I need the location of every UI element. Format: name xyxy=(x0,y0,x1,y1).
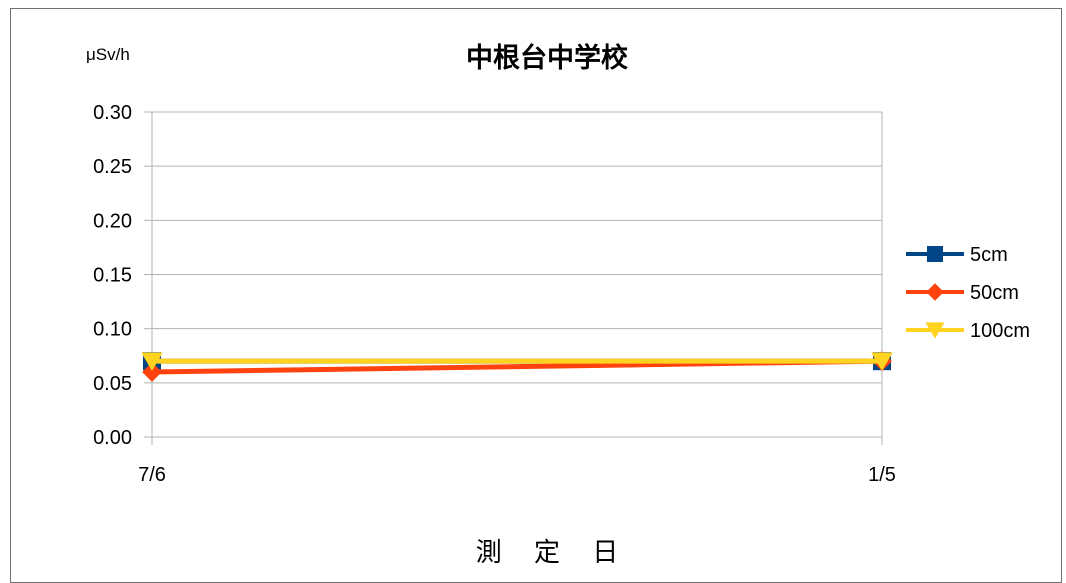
y-unit-label: μSv/h xyxy=(86,45,130,64)
legend-label: 50cm xyxy=(970,282,1019,304)
legend-marker-100cm xyxy=(925,322,945,339)
legend-marker-50cm xyxy=(926,283,944,301)
series-group xyxy=(141,351,893,382)
y-tick-label: 0.00 xyxy=(93,427,132,449)
chart-title: 中根台中学校 xyxy=(466,42,628,74)
y-tick-label: 0.20 xyxy=(93,210,132,232)
axes xyxy=(144,111,883,445)
data-point-100cm xyxy=(141,352,163,371)
gridlines xyxy=(152,111,883,438)
y-tick-label: 0.25 xyxy=(93,156,132,178)
y-tick-label: 0.10 xyxy=(93,319,132,341)
data-point-100cm xyxy=(871,352,893,371)
data-point-50cm xyxy=(142,362,162,382)
y-tick-label: 0.05 xyxy=(93,373,132,395)
tick-labels: 0.00 0.05 0.10 0.15 0.20 0.25 0.30 7/6 1/5 xyxy=(93,102,896,486)
legend: 5cm 50cm 100cm xyxy=(906,244,1030,342)
legend-marker-5cm xyxy=(927,246,943,262)
x-tick-label: 1/5 xyxy=(868,464,896,486)
x-tick-label: 7/6 xyxy=(138,464,166,486)
y-tick-label: 0.30 xyxy=(93,102,132,124)
legend-label: 100cm xyxy=(970,320,1030,342)
x-axis-title: 測 定 日 xyxy=(476,538,631,568)
legend-label: 5cm xyxy=(970,244,1008,266)
y-tick-label: 0.15 xyxy=(93,265,132,287)
